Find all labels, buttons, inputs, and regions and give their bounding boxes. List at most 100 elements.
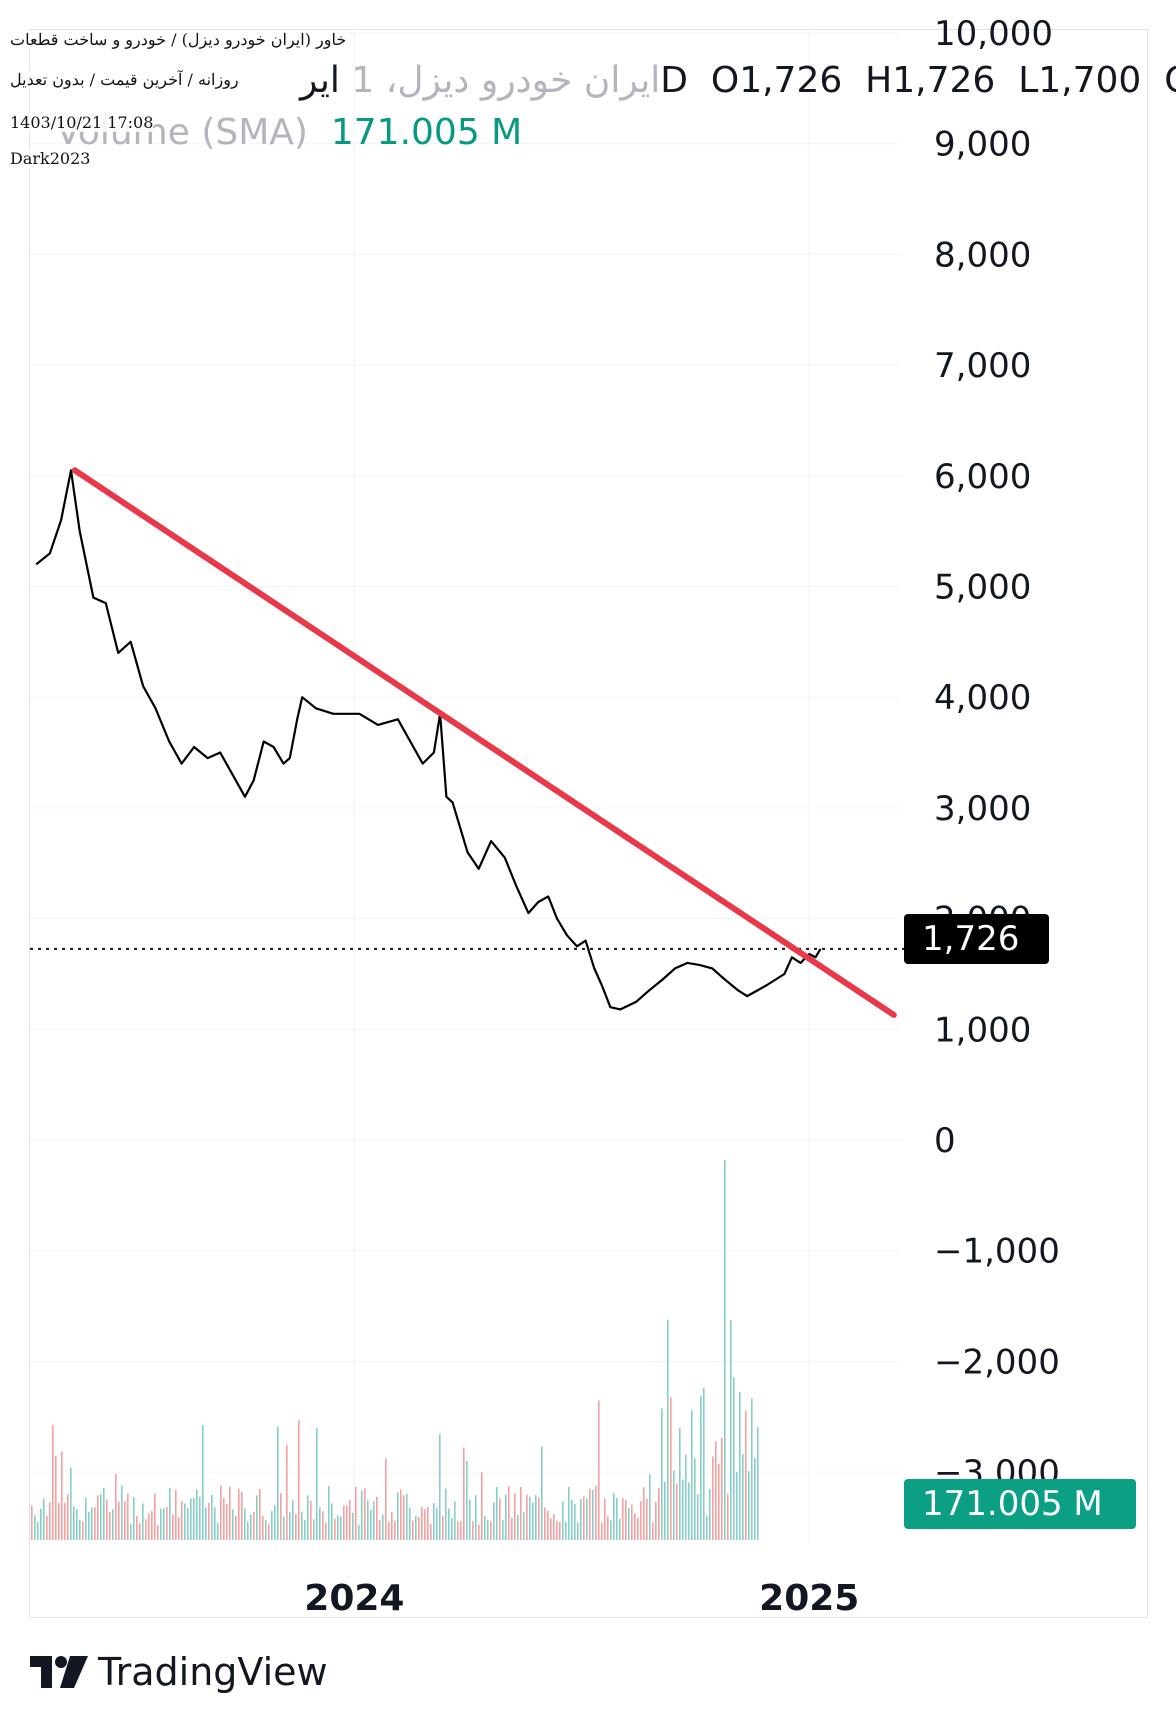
volume-bar <box>367 1500 369 1540</box>
volume-badge: 171.005 M <box>904 1479 1136 1529</box>
volume-bar <box>649 1474 651 1540</box>
volume-bar <box>202 1425 204 1540</box>
volume-bar <box>262 1516 264 1540</box>
volume-bar <box>511 1517 513 1540</box>
volume-bar <box>427 1506 429 1540</box>
volume-bar <box>76 1508 78 1540</box>
volume-bar <box>430 1523 432 1540</box>
volume-bar <box>523 1512 525 1540</box>
y-tick-label: 0 <box>934 1121 956 1161</box>
volume-bar <box>187 1508 189 1540</box>
volume-bar <box>172 1514 174 1540</box>
open-value: O1,726 <box>710 60 843 101</box>
volume-bar <box>370 1510 372 1540</box>
volume-bar <box>79 1519 81 1540</box>
y-tick-label: 4,000 <box>934 678 1031 718</box>
volume-bar <box>64 1503 66 1540</box>
volume-bar <box>544 1507 546 1540</box>
volume-bar <box>343 1505 345 1540</box>
volume-bar <box>403 1495 405 1540</box>
volume-bar <box>628 1507 630 1540</box>
volume-bar <box>502 1519 504 1540</box>
volume-bar <box>499 1498 501 1540</box>
volume-bar <box>103 1487 105 1540</box>
volume-bar <box>247 1521 249 1540</box>
volume-bar <box>124 1501 126 1540</box>
volume-bar <box>145 1519 147 1540</box>
volume-bar <box>163 1508 165 1540</box>
volume-bar <box>655 1501 657 1540</box>
volume-bar <box>208 1502 210 1540</box>
volume-bar <box>385 1458 387 1540</box>
volume-bar <box>307 1495 309 1540</box>
volume-bar <box>52 1424 54 1540</box>
y-tick-label: 7,000 <box>934 346 1031 386</box>
volume-bar <box>148 1513 150 1540</box>
volume-bar <box>547 1510 549 1540</box>
volume-bar <box>640 1501 642 1540</box>
volume-bar <box>94 1507 96 1540</box>
volume-bar <box>229 1486 231 1540</box>
volume-bar <box>589 1488 591 1540</box>
trendline[interactable] <box>71 467 897 1018</box>
volume-bar <box>562 1501 564 1540</box>
volume-bar <box>379 1520 381 1540</box>
y-tick-label: 5,000 <box>934 568 1031 608</box>
volume-bar <box>424 1509 426 1540</box>
volume-bar <box>733 1377 735 1540</box>
volume-bar <box>445 1488 447 1540</box>
volume-bar <box>394 1520 396 1540</box>
volume-bar <box>40 1508 42 1540</box>
volume-bar <box>220 1485 222 1540</box>
volume-value: 171.005 M <box>330 112 523 153</box>
volume-bar <box>541 1446 543 1540</box>
volume-bar <box>265 1519 267 1540</box>
volume-bar <box>190 1498 192 1540</box>
volume-bar <box>256 1495 258 1540</box>
volume-bar <box>346 1505 348 1540</box>
volume-bar <box>442 1515 444 1540</box>
volume-bar <box>70 1467 72 1540</box>
y-tick-label: −1,000 <box>934 1232 1060 1272</box>
y-tick-label: 1,000 <box>934 1010 1031 1050</box>
volume-bar <box>625 1500 627 1540</box>
volume-bar <box>349 1500 351 1540</box>
symbol-faded: ایران خودرو دیزل، 1 <box>351 60 661 101</box>
volume-bar <box>610 1520 612 1540</box>
volume-bar <box>298 1420 300 1540</box>
symbol: ایرD <box>300 60 688 101</box>
volume-bar <box>619 1518 621 1540</box>
volume-bar <box>556 1520 558 1540</box>
volume-bar <box>184 1503 186 1540</box>
volume-bar <box>400 1489 402 1540</box>
volume-bar <box>136 1515 138 1540</box>
low-value: L1,700 <box>1018 60 1142 101</box>
tradingview-logo[interactable]: TradingView <box>30 1650 328 1694</box>
volume-bar <box>637 1517 639 1540</box>
volume-bar <box>433 1503 435 1540</box>
volume-bar <box>88 1512 90 1540</box>
volume-bar <box>688 1482 690 1540</box>
volume-bar <box>382 1514 384 1540</box>
meta-author: Dark2023 <box>10 149 91 168</box>
volume-bar <box>217 1522 219 1540</box>
volume-bar <box>466 1460 468 1540</box>
volume-bar <box>472 1521 474 1540</box>
volume-bar <box>643 1487 645 1540</box>
volume-bar <box>175 1489 177 1540</box>
volume-bar <box>724 1160 726 1540</box>
volume-bar <box>61 1451 63 1540</box>
y-tick-label: 10,000 <box>934 14 1053 54</box>
volume-bar <box>253 1511 255 1540</box>
y-tick-label: 9,000 <box>934 125 1031 165</box>
volume-bar <box>718 1463 720 1540</box>
volume-bar <box>193 1497 195 1540</box>
volume-bar <box>664 1481 666 1540</box>
volume-bar <box>196 1489 198 1540</box>
volume-bar <box>268 1523 270 1540</box>
volume-bar <box>271 1511 273 1540</box>
volume-bar <box>436 1507 438 1540</box>
volume-bar <box>622 1498 624 1540</box>
volume-bar <box>160 1508 162 1540</box>
